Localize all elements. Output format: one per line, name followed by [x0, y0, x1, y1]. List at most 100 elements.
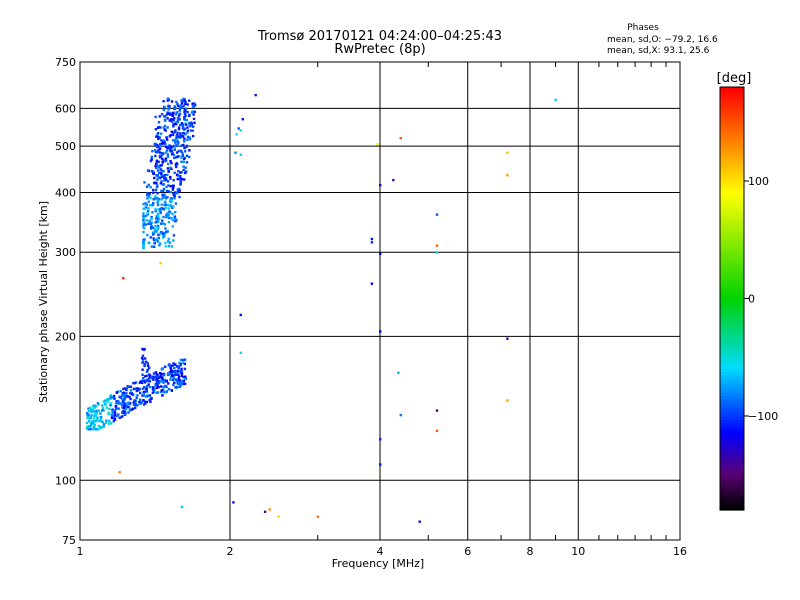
- data-point: [157, 164, 160, 168]
- data-point: [239, 351, 242, 354]
- data-point: [148, 195, 151, 198]
- data-point: [179, 369, 182, 373]
- data-point: [162, 189, 165, 193]
- colorbar-cell: [720, 174, 744, 178]
- data-point: [136, 404, 139, 407]
- data-point: [182, 361, 185, 364]
- data-point: [123, 411, 126, 414]
- data-point: [159, 373, 163, 376]
- data-point: [163, 232, 166, 236]
- data-point: [162, 141, 165, 145]
- data-point: [167, 170, 170, 173]
- data-point: [144, 223, 148, 226]
- data-point: [167, 168, 170, 172]
- colorbar-cell: [720, 381, 744, 385]
- data-point: [143, 379, 146, 382]
- data-point: [96, 402, 100, 405]
- data-point: [92, 417, 95, 420]
- data-point: [102, 423, 106, 426]
- data-point: [254, 93, 257, 97]
- data-point: [277, 515, 280, 518]
- colorbar-cell: [720, 423, 744, 427]
- data-point: [88, 428, 91, 431]
- data-point: [95, 418, 98, 422]
- data-point: [143, 386, 146, 389]
- colorbar-cell: [720, 438, 744, 442]
- data-point: [167, 364, 170, 367]
- colorbar-cell: [720, 468, 744, 472]
- colorbar-cell: [720, 489, 744, 493]
- data-point: [164, 145, 168, 148]
- data-point: [156, 373, 159, 376]
- data-point: [179, 364, 182, 367]
- data-point: [159, 390, 163, 394]
- data-point: [142, 202, 145, 206]
- data-point: [154, 154, 157, 158]
- data-point: [162, 100, 165, 103]
- data-point: [125, 386, 129, 390]
- data-point: [158, 166, 161, 169]
- y-tick-label: 75: [62, 534, 76, 547]
- data-point: [158, 115, 161, 118]
- data-point: [177, 149, 180, 153]
- data-point: [101, 420, 104, 424]
- data-point: [157, 208, 160, 211]
- data-point: [179, 134, 182, 137]
- data-point: [143, 238, 146, 241]
- data-point: [435, 244, 439, 247]
- colorbar-label: [deg]: [717, 71, 752, 86]
- data-point: [175, 377, 178, 381]
- data-point: [164, 227, 167, 230]
- colorbar-cell: [720, 321, 744, 325]
- colorbar-cell: [720, 108, 744, 112]
- data-point: [171, 378, 175, 382]
- data-point: [187, 114, 191, 117]
- data-point: [126, 385, 129, 388]
- data-point: [178, 178, 181, 181]
- data-point: [177, 375, 181, 379]
- grid: [80, 62, 680, 540]
- colorbar-cell: [720, 225, 744, 229]
- data-point: [149, 400, 152, 403]
- data-point: [155, 238, 158, 242]
- data-point: [142, 348, 146, 351]
- data-point: [141, 379, 144, 383]
- data-point: [144, 400, 147, 403]
- data-point: [113, 409, 117, 413]
- colorbar-cell: [720, 366, 744, 370]
- colorbar-cell: [720, 90, 744, 94]
- data-point: [152, 375, 155, 379]
- data-point: [177, 378, 180, 381]
- data-point: [170, 370, 174, 373]
- data-point: [155, 391, 158, 395]
- data-point: [161, 157, 164, 161]
- data-point: [165, 113, 169, 116]
- data-point: [194, 104, 197, 107]
- data-point: [155, 145, 159, 149]
- data-point: [186, 103, 189, 106]
- data-point: [164, 151, 168, 154]
- data-point: [166, 138, 169, 141]
- data-point: [119, 402, 122, 405]
- data-point: [186, 110, 189, 114]
- data-point: [94, 411, 97, 414]
- colorbar-cell: [720, 216, 744, 220]
- data-point: [139, 402, 142, 406]
- data-point: [129, 392, 132, 395]
- data-point: [155, 220, 159, 223]
- x-tick-label: 16: [673, 545, 687, 558]
- data-point: [190, 111, 194, 114]
- data-point: [97, 424, 100, 428]
- data-point: [168, 216, 171, 219]
- data-point: [148, 398, 151, 402]
- data-point: [176, 371, 179, 375]
- data-point: [156, 228, 159, 231]
- colorbar-cell: [720, 498, 744, 502]
- data-point: [370, 237, 374, 241]
- data-point: [184, 170, 188, 173]
- colorbar-cell: [720, 162, 744, 166]
- data-point: [141, 387, 145, 390]
- data-point: [160, 385, 163, 388]
- data-point: [180, 156, 183, 159]
- data-point: [156, 184, 159, 187]
